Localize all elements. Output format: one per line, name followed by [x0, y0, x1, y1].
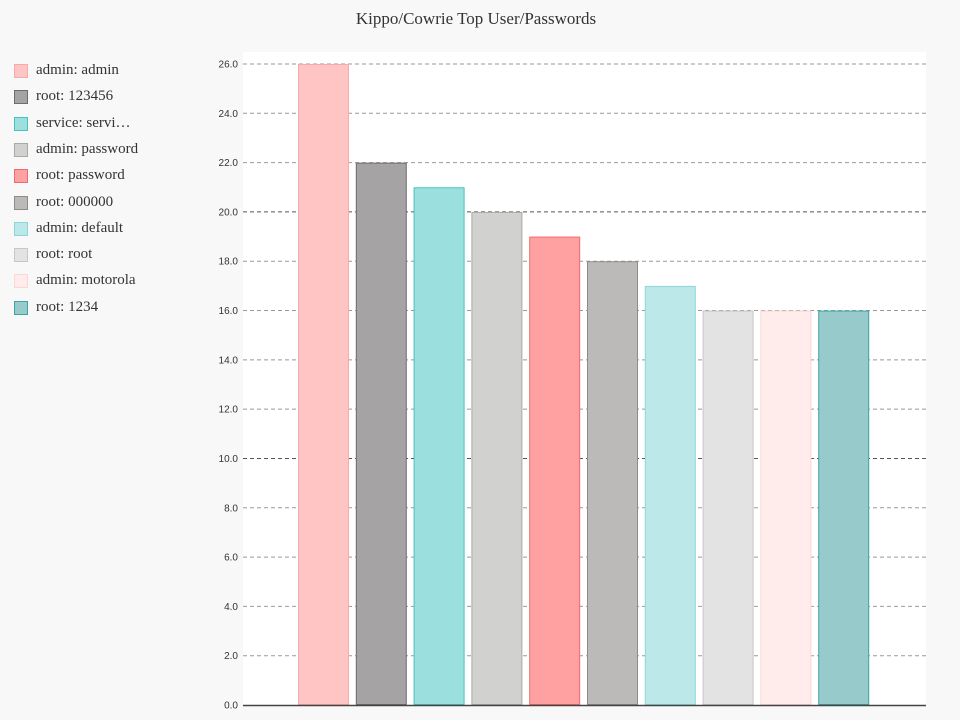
legend-label: admin: password — [36, 140, 139, 157]
legend-item[interactable]: admin: password — [14, 139, 204, 159]
legend-item[interactable]: root: root — [14, 244, 204, 264]
legend-swatch — [14, 169, 28, 184]
y-tick-label: 16.0 — [219, 306, 239, 317]
bar-root-1234 — [818, 310, 870, 705]
legend-swatch — [14, 64, 28, 78]
legend-swatch — [14, 274, 28, 289]
bar-root-000000 — [587, 261, 638, 705]
legend-label: service: servi… — [36, 114, 131, 131]
legend-swatch — [14, 142, 28, 157]
bar-root-password — [529, 236, 581, 705]
bar-admin-motorola — [760, 310, 812, 705]
y-tick-label: 2.0 — [224, 651, 238, 662]
legend-label: admin: motorola — [36, 272, 136, 289]
legend-swatch — [14, 221, 28, 236]
legend-item[interactable]: admin: default — [14, 218, 204, 238]
legend-swatch — [14, 116, 28, 131]
legend-swatch — [14, 248, 28, 263]
legend-swatch — [14, 195, 28, 210]
legend-label: root: 123456 — [36, 88, 114, 105]
bar-root-root — [702, 310, 754, 705]
legend-item[interactable]: root: 123456 — [14, 86, 204, 106]
y-tick-label: 14.0 — [219, 355, 239, 366]
y-tick-label: 22.0 — [219, 158, 239, 169]
legend-item[interactable]: admin: admin — [14, 60, 204, 80]
bar-service-servi — [413, 187, 465, 705]
legend-swatch — [14, 300, 28, 315]
legend-item[interactable]: root: password — [14, 165, 204, 185]
legend-item[interactable]: root: 1234 — [14, 297, 204, 317]
legend-swatch — [14, 90, 28, 105]
legend-label: root: password — [36, 167, 125, 184]
legend-label: admin: admin — [36, 62, 119, 78]
y-tick-label: 12.0 — [219, 405, 239, 416]
y-tick-label: 6.0 — [224, 553, 238, 564]
y-tick-label: 10.0 — [219, 454, 239, 465]
y-tick-label: 18.0 — [219, 257, 239, 268]
legend-item[interactable]: service: servi… — [14, 113, 204, 133]
bar-admin-default — [644, 285, 696, 705]
legend-label: root: root — [36, 246, 93, 263]
y-tick-label: 4.0 — [224, 602, 238, 613]
y-tick-label: 0.0 — [224, 701, 238, 712]
y-tick-label: 8.0 — [224, 503, 238, 514]
legend-label: root: 1234 — [36, 298, 99, 315]
chart-title: Kippo/Cowrie Top User/Passwords — [355, 9, 597, 28]
bar-root-123456 — [355, 162, 407, 706]
y-tick-label: 26.0 — [219, 60, 239, 71]
y-tick-label: 20.0 — [219, 207, 239, 218]
legend-label: root: 000000 — [36, 193, 114, 210]
y-tick-label: 24.0 — [219, 109, 239, 120]
legend-label: admin: default — [36, 219, 124, 236]
legend-item[interactable]: root: 000000 — [14, 192, 204, 212]
legend-item[interactable]: admin: motorola — [14, 270, 204, 290]
bar-admin-password — [471, 211, 523, 706]
bar-admin-admin — [298, 64, 349, 705]
